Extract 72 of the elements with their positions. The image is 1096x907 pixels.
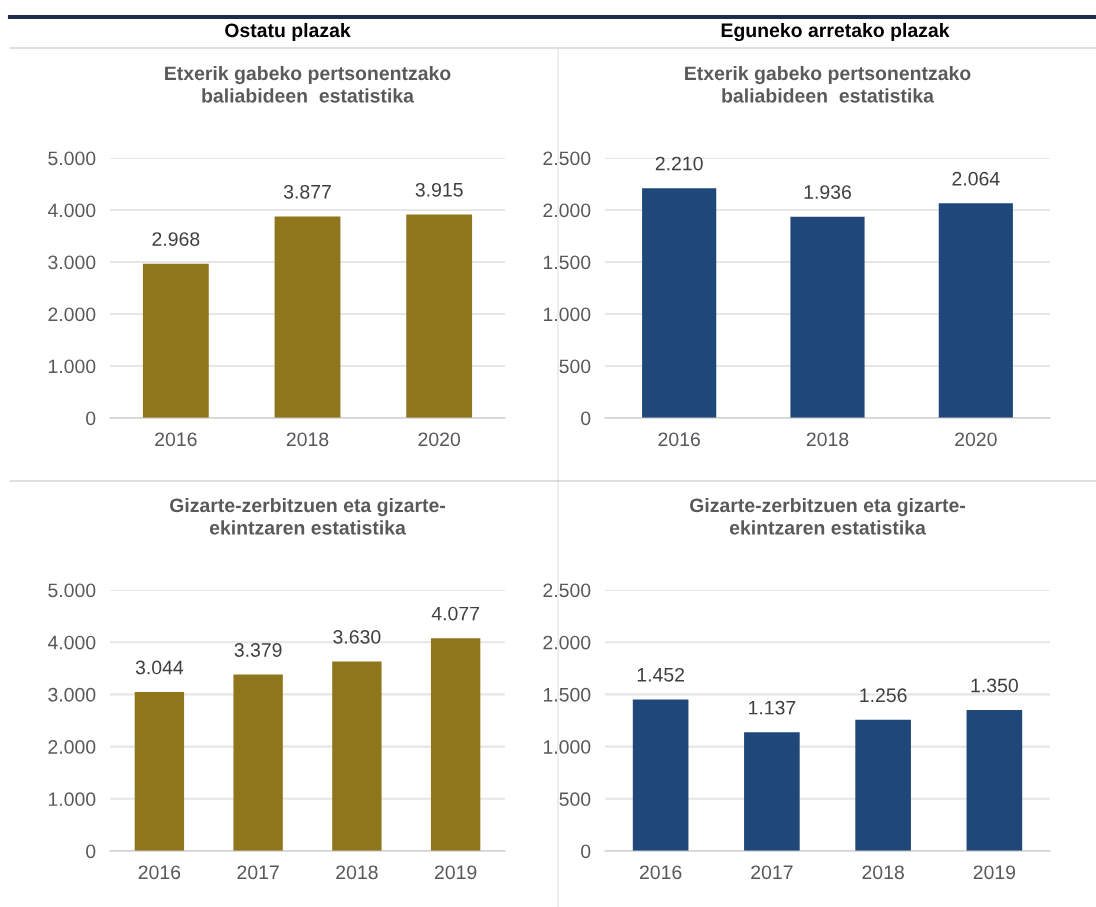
data-label: 1.936 <box>804 185 851 199</box>
bar <box>632 699 689 851</box>
bar <box>274 216 341 418</box>
text: Ostatu plazak <box>225 22 351 42</box>
data-label: 1.350 <box>971 678 1018 693</box>
data-label: 1.137 <box>749 700 796 715</box>
chart-title: Etxerik gabeko pertsonentzako baliabideen estatistika <box>685 65 971 103</box>
bar <box>233 674 283 851</box>
bar <box>134 692 185 851</box>
x-tick-label: 2018 <box>862 865 904 880</box>
y-tick-label: 3.000 <box>48 687 96 702</box>
chart-title: Etxerik gabeko pertsonentzako baliabideen estatistika <box>165 65 451 103</box>
x-tick-label: 2016 <box>138 865 181 880</box>
y-tick-label: 2.000 <box>543 203 591 218</box>
data-label: 3.915 <box>415 182 463 197</box>
data-label: 1.452 <box>637 667 684 682</box>
data-label: 4.077 <box>431 606 479 621</box>
y-tick-label: 0 <box>86 844 96 859</box>
y-tick-label: 1.500 <box>543 255 591 270</box>
y-tick-label: 1.000 <box>48 359 96 374</box>
data-label: 2.210 <box>655 156 703 171</box>
x-tick-label: 2017 <box>237 865 279 880</box>
data-label: 3.630 <box>333 630 381 644</box>
y-tick-label: 5.000 <box>48 583 96 598</box>
x-tick-label: 2016 <box>639 865 682 880</box>
x-tick-label: 2020 <box>418 432 461 447</box>
bar <box>642 188 717 418</box>
y-tick-label: 2.000 <box>48 307 96 322</box>
x-tick-label: 2019 <box>973 865 1016 880</box>
data-label: 3.044 <box>135 660 184 675</box>
bar <box>142 263 209 418</box>
chart-title: Gizarte-zerbitzuen eta gizarte- ekintzaren estatistika <box>170 497 446 535</box>
x-tick-label: 2017 <box>751 865 793 880</box>
bar <box>406 214 473 418</box>
bar <box>430 638 481 851</box>
x-tick-label: 2018 <box>286 432 329 447</box>
data-label: 3.877 <box>283 184 331 199</box>
y-tick-label: 500 <box>559 359 591 374</box>
x-tick-label: 2018 <box>806 432 849 447</box>
bar <box>790 216 865 418</box>
x-tick-label: 2020 <box>955 432 997 447</box>
y-tick-label: 2.000 <box>48 740 96 754</box>
y-tick-label: 3.000 <box>48 255 96 270</box>
x-tick-label: 2019 <box>434 865 477 880</box>
y-tick-label: 0 <box>86 411 96 426</box>
data-label: 3.379 <box>234 643 282 657</box>
text: Eguneko arretako plazak <box>721 22 950 42</box>
bar <box>966 710 1023 851</box>
y-tick-label: 4.000 <box>47 635 96 650</box>
chart-title: Gizarte-zerbitzuen eta gizarte- ekintzaren estatistika <box>690 497 966 535</box>
y-tick-label: 0 <box>581 844 591 859</box>
bar <box>744 732 800 851</box>
x-tick-label: 2018 <box>336 865 378 880</box>
y-tick-label: 1.000 <box>543 740 591 754</box>
y-tick-label: 2.000 <box>543 635 591 650</box>
x-tick-label: 2016 <box>155 432 197 447</box>
y-tick-label: 4.000 <box>47 203 96 218</box>
bar <box>332 661 382 851</box>
bar <box>938 203 1013 418</box>
y-tick-label: 1.000 <box>543 307 591 322</box>
y-tick-label: 2.500 <box>543 583 591 598</box>
y-tick-label: 0 <box>581 411 591 426</box>
y-tick-label: 1.500 <box>543 687 591 702</box>
y-tick-label: 500 <box>559 792 591 807</box>
y-tick-label: 2.500 <box>543 151 591 166</box>
y-tick-label: 5.000 <box>48 151 96 166</box>
x-tick-label: 2016 <box>658 432 700 447</box>
y-tick-label: 1.000 <box>48 792 96 807</box>
bar <box>855 719 911 851</box>
data-label: 2.968 <box>152 232 200 246</box>
data-label: 2.064 <box>952 171 1000 186</box>
data-label: 1.256 <box>860 688 907 703</box>
